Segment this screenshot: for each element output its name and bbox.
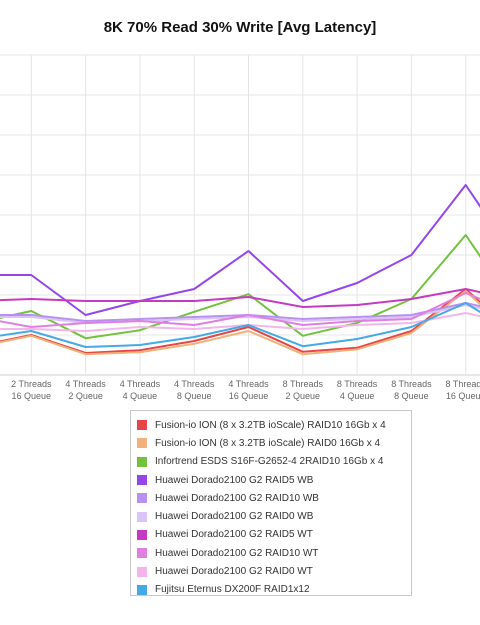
legend-swatch — [137, 566, 147, 577]
legend-swatch — [137, 438, 147, 449]
x-tick-label: 8 Threads 8 Queue — [391, 379, 432, 401]
legend-label: Fusion-io ION (8 x 3.2TB ioScale) RAID0 … — [155, 437, 381, 449]
legend-swatch — [137, 475, 147, 486]
chart-title: 8K 70% Read 30% Write [Avg Latency] — [103, 19, 377, 36]
series-line-5 — [0, 304, 480, 324]
legend-swatch — [137, 456, 147, 467]
chart-legend: Fusion-io ION (8 x 3.2TB ioScale) RAID10… — [130, 410, 412, 596]
legend-item: Fusion-io ION (8 x 3.2TB ioScale) RAID0 … — [137, 434, 411, 452]
x-tick-label: 4 Threads 8 Queue — [174, 379, 215, 401]
legend-swatch — [137, 548, 147, 559]
legend-item: Fusion-io ION (8 x 3.2TB ioScale) RAID10… — [137, 416, 411, 434]
series-lines — [0, 184, 480, 356]
x-tick-label: 2 Threads 16 Queue — [11, 379, 52, 401]
legend-label: Fujitsu Eternus DX200F RAID1x12 — [155, 584, 310, 596]
legend-item: Huawei Dorado2100 G2 RAID0 WT — [137, 562, 411, 580]
legend-label: Huawei Dorado2100 G2 RAID0 WT — [155, 566, 313, 578]
x-tick-label: 4 Threads 4 Queue — [120, 379, 161, 401]
x-tick-label: 4 Threads 16 Queue — [228, 379, 269, 401]
series-line-0 — [0, 288, 480, 354]
legend-item: Infortrend ESDS S16F-G2652-4 2RAID10 16G… — [137, 453, 411, 471]
series-line-2 — [0, 234, 480, 340]
legend-label: Fusion-io ION (8 x 3.2TB ioScale) RAID10… — [155, 419, 386, 431]
series-line-6 — [0, 288, 480, 308]
series-line-9 — [0, 302, 480, 348]
legend-swatch — [137, 511, 147, 522]
legend-swatch — [137, 420, 147, 431]
legend-label: Huawei Dorado2100 G2 RAID0 WB — [155, 511, 314, 523]
legend-swatch — [137, 529, 147, 540]
legend-label: Huawei Dorado2100 G2 RAID5 WT — [155, 529, 313, 541]
x-tick-label: 8 Threads 4 Queue — [337, 379, 378, 401]
series-line-7 — [0, 292, 480, 328]
legend-swatch — [137, 584, 147, 595]
x-tick-label: 4 Threads 2 Queue — [65, 379, 106, 401]
legend-item: Huawei Dorado2100 G2 RAID5 WT — [137, 526, 411, 544]
legend-label: Huawei Dorado2100 G2 RAID5 WB — [155, 474, 314, 486]
legend-item: Huawei Dorado2100 G2 RAID0 WB — [137, 507, 411, 525]
legend-item: Huawei Dorado2100 G2 RAID10 WT — [137, 544, 411, 562]
legend-item: Fujitsu Eternus DX200F RAID1x12 — [137, 581, 411, 599]
legend-item: Huawei Dorado2100 G2 RAID5 WB — [137, 471, 411, 489]
legend-swatch — [137, 493, 147, 504]
legend-label: Huawei Dorado2100 G2 RAID10 WB — [155, 492, 319, 504]
legend-label: Huawei Dorado2100 G2 RAID10 WT — [155, 547, 319, 559]
legend-item: Huawei Dorado2100 G2 RAID10 WB — [137, 489, 411, 507]
legend-label: Infortrend ESDS S16F-G2652-4 2RAID10 16G… — [155, 456, 384, 468]
x-tick-label: 8 Threads 2 Queue — [283, 379, 324, 401]
series-line-3 — [0, 184, 480, 316]
